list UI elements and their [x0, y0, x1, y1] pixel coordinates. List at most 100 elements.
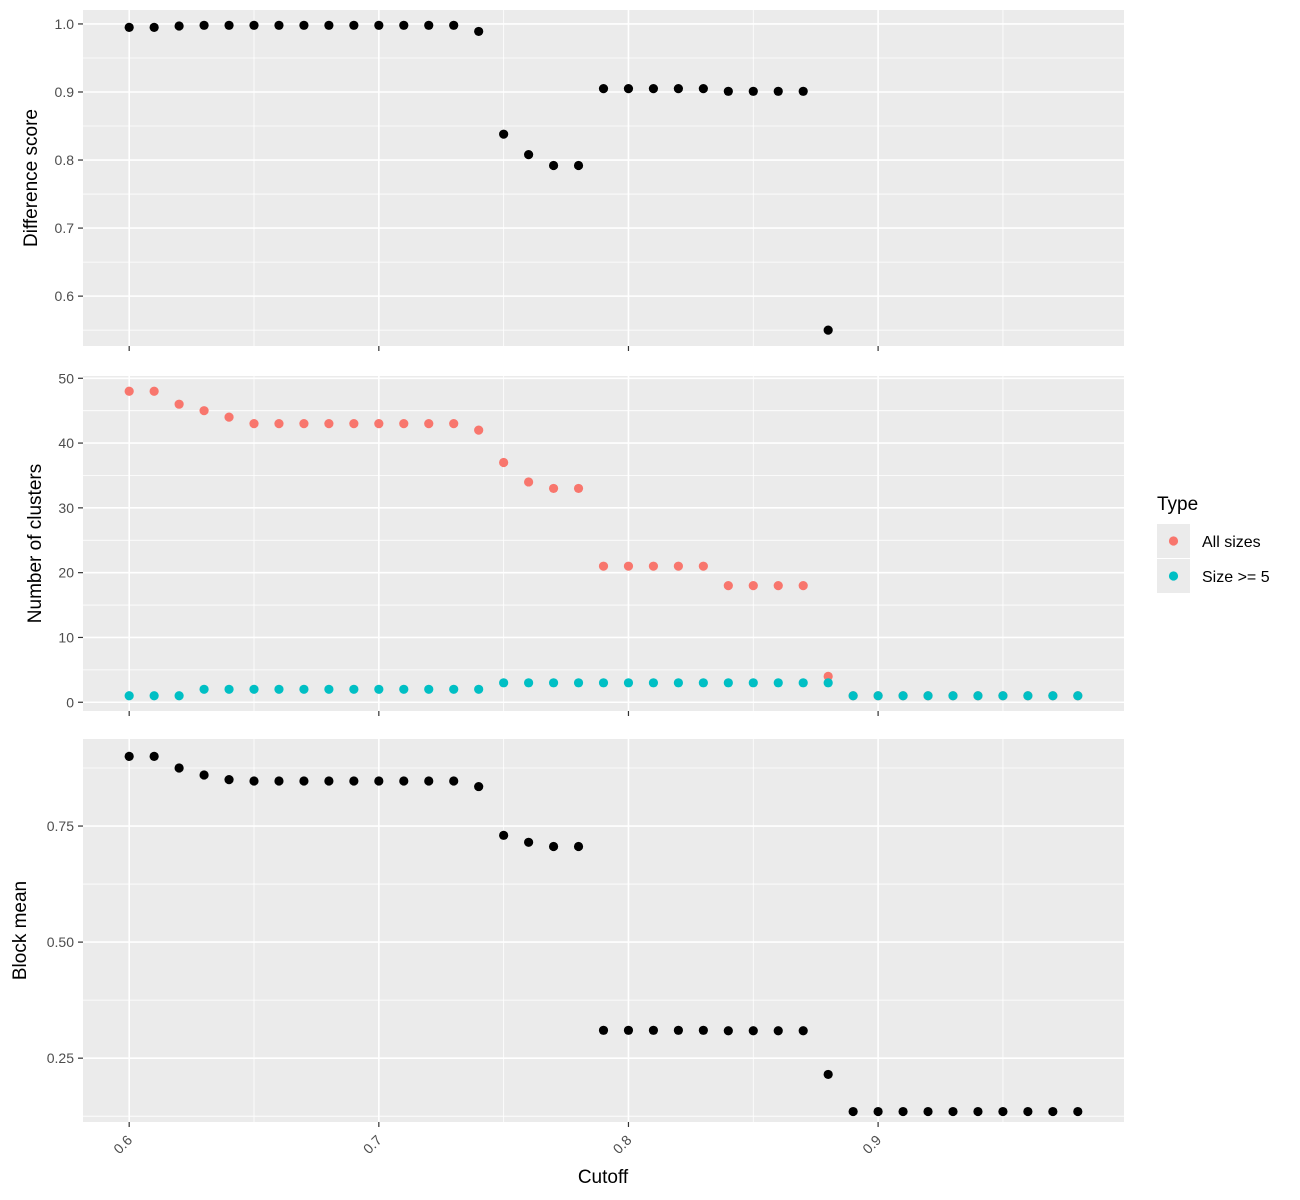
data-point — [773, 1026, 783, 1036]
data-point — [499, 830, 509, 840]
data-point — [524, 149, 534, 160]
data-point — [998, 1106, 1008, 1117]
data-point — [424, 419, 434, 429]
data-point — [798, 678, 808, 688]
data-point — [399, 20, 409, 30]
data-point — [274, 419, 284, 429]
data-point — [174, 763, 184, 773]
data-point — [1048, 691, 1058, 701]
data-point — [199, 406, 209, 416]
y-tick-label: 0 — [66, 694, 74, 710]
data-point — [573, 483, 584, 494]
data-point — [274, 20, 284, 30]
legend-title: Type — [1157, 494, 1198, 515]
data-point — [973, 691, 983, 701]
data-point — [499, 457, 509, 468]
data-point — [573, 160, 584, 171]
series-1 — [124, 20, 833, 335]
y-tick-label: 1.0 — [55, 16, 75, 32]
data-point — [249, 776, 259, 786]
data-point — [224, 684, 234, 694]
data-point — [773, 86, 783, 96]
data-point — [573, 841, 584, 852]
data-point — [548, 483, 559, 494]
y-tick-label: 0.8 — [55, 152, 75, 168]
data-point — [374, 776, 384, 786]
data-point — [474, 684, 484, 694]
data-point — [524, 837, 534, 847]
data-point — [723, 1026, 733, 1036]
data-point — [324, 419, 334, 429]
data-point — [349, 20, 359, 30]
data-point — [898, 691, 908, 701]
data-point — [748, 678, 758, 688]
data-point — [124, 386, 134, 396]
panel-background — [83, 376, 1124, 711]
data-point — [499, 678, 509, 688]
x-tick-label: 0.6 — [110, 1132, 135, 1157]
data-point — [249, 684, 259, 694]
data-point — [524, 678, 534, 688]
data-point — [798, 581, 808, 591]
data-point — [124, 22, 134, 32]
data-point — [623, 1025, 634, 1035]
data-point — [299, 684, 309, 694]
data-point — [823, 678, 833, 688]
data-point — [324, 776, 334, 786]
data-point — [149, 386, 159, 396]
data-point — [524, 477, 534, 487]
y-axis-title: Number of clusters — [25, 464, 46, 623]
data-point — [598, 561, 609, 571]
data-point — [823, 325, 833, 335]
data-point — [124, 751, 134, 762]
series-1 — [124, 751, 1083, 1117]
panel-3: 0.25 0.50 0.75 Block mean 0.6 0.7 0.8 0.9 — [10, 739, 1124, 1157]
data-point — [748, 1026, 758, 1036]
y-tick-label: 0.7 — [55, 220, 75, 236]
legend: Type All sizes Size >= 5 — [1157, 494, 1270, 593]
data-point — [124, 691, 134, 701]
data-point — [299, 20, 309, 30]
data-point — [474, 425, 484, 435]
data-point — [1073, 1106, 1083, 1117]
series-size-5 — [124, 678, 1083, 701]
legend-label-all-sizes: All sizes — [1202, 534, 1261, 551]
data-point — [274, 684, 284, 694]
data-point — [673, 561, 683, 571]
data-point — [349, 419, 359, 429]
data-point — [673, 83, 683, 94]
data-point — [424, 684, 434, 694]
data-point — [748, 581, 758, 591]
data-point — [324, 684, 334, 694]
data-point — [174, 21, 184, 31]
data-point — [848, 1106, 858, 1117]
data-point — [399, 776, 409, 786]
data-point — [374, 684, 384, 694]
data-point — [149, 691, 159, 701]
data-point — [623, 561, 634, 571]
data-point — [673, 1025, 683, 1035]
data-point — [923, 1106, 933, 1117]
y-tick-label: 0.6 — [55, 288, 75, 304]
y-tick-label: 10 — [58, 629, 74, 645]
data-point — [598, 1025, 609, 1035]
series-all-sizes — [124, 386, 1083, 701]
data-point — [648, 1025, 659, 1035]
data-point — [948, 1106, 958, 1117]
data-point — [174, 399, 184, 409]
data-point — [149, 751, 159, 762]
panel-2: 0 10 20 30 40 50 Number of clusters — [25, 370, 1124, 716]
data-point — [174, 691, 184, 701]
data-point — [548, 841, 559, 852]
data-point — [349, 684, 359, 694]
x-axis-title: Cutoff — [578, 1167, 629, 1188]
data-point — [648, 678, 659, 688]
x-tick-label: 0.8 — [610, 1132, 635, 1157]
data-point — [449, 20, 459, 30]
data-point — [698, 1025, 708, 1035]
data-point — [723, 678, 733, 688]
legend-label-size-ge-5: Size >= 5 — [1202, 569, 1270, 586]
data-point — [873, 1106, 883, 1117]
data-point — [748, 86, 758, 96]
